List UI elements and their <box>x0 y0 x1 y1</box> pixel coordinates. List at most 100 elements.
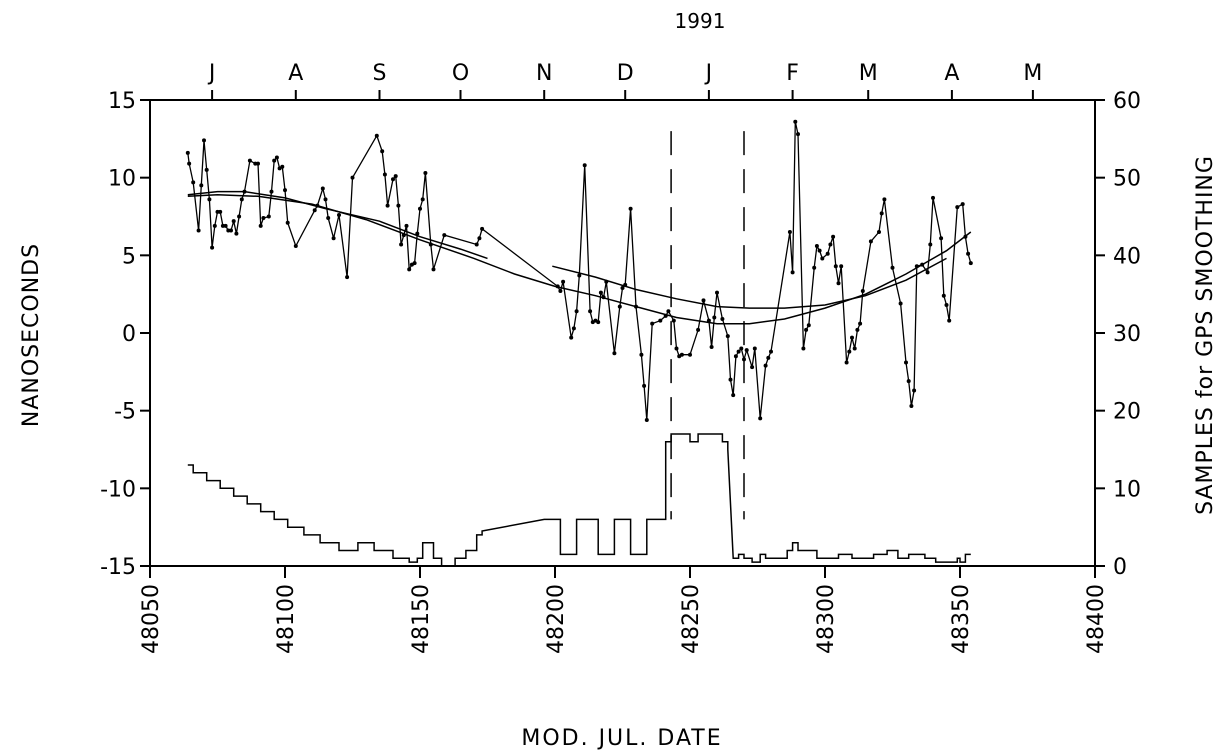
x-tick-label: 48400 <box>1084 584 1109 654</box>
data-point <box>423 171 428 176</box>
data-point <box>612 351 617 356</box>
data-point <box>804 327 809 332</box>
y-right-tick-label: 30 <box>1113 322 1141 347</box>
data-point <box>258 223 263 228</box>
data-point <box>750 365 755 370</box>
data-point <box>650 321 655 326</box>
plot-frame <box>149 99 1096 567</box>
data-point <box>960 202 965 207</box>
y-right-tick-label: 10 <box>1113 477 1141 502</box>
data-point <box>639 352 644 357</box>
data-point <box>877 230 881 235</box>
data-point <box>839 264 844 269</box>
data-point <box>766 355 771 360</box>
data-point <box>688 352 692 357</box>
data-point <box>285 220 290 225</box>
data-point <box>272 158 277 163</box>
data-point <box>769 349 773 354</box>
chart-title: 1991 <box>675 9 726 33</box>
data-point <box>912 388 917 393</box>
series-line-4 <box>187 433 971 567</box>
data-point <box>320 186 325 191</box>
data-point <box>882 197 887 202</box>
y-axis-right-label: SAMPLES for GPS SMOOTHING <box>1193 155 1218 515</box>
data-point <box>223 223 228 228</box>
y-right-tick-label: 60 <box>1113 89 1141 114</box>
x-tick-label: 48100 <box>274 584 299 654</box>
y-right-tick-label: 40 <box>1113 244 1141 269</box>
data-point <box>396 203 401 208</box>
data-point <box>696 327 701 332</box>
data-point <box>337 212 341 217</box>
data-point <box>836 281 841 286</box>
data-point <box>852 346 857 351</box>
data-point <box>904 360 908 365</box>
data-point <box>931 195 935 200</box>
data-point <box>418 206 422 211</box>
data-point <box>847 349 852 354</box>
data-point <box>256 161 260 166</box>
data-point <box>561 279 566 284</box>
data-point <box>380 149 385 154</box>
data-point <box>558 289 563 294</box>
data-point <box>326 216 331 221</box>
y-right-tick-label: 20 <box>1113 400 1141 425</box>
data-point <box>431 267 436 272</box>
plot-border <box>149 99 1096 567</box>
data-point <box>596 320 601 325</box>
data-point <box>571 326 576 331</box>
data-point <box>210 245 215 250</box>
data-point <box>742 357 746 362</box>
data-point <box>858 321 863 326</box>
y-left-tick-label: 15 <box>108 89 136 114</box>
data-point <box>812 265 817 270</box>
data-point <box>825 251 830 256</box>
data-point <box>218 209 223 214</box>
data-point <box>925 270 930 275</box>
month-tick-label: A <box>288 61 303 86</box>
data-point <box>207 197 212 202</box>
data-point <box>796 132 800 137</box>
data-point <box>385 203 390 208</box>
data-point <box>939 236 944 241</box>
data-point <box>412 261 417 266</box>
data-point <box>820 256 825 261</box>
data-point <box>474 242 479 247</box>
y-left-tick-label: 0 <box>122 322 136 347</box>
y-axis-right: 60 50 40 30 20 10 0 <box>1095 89 1141 580</box>
series-line-2 <box>187 190 488 260</box>
month-tick-label: N <box>536 61 552 86</box>
x-axis: 48050 48100 48150 48200 48250 48300 48350 48400 <box>139 566 1109 654</box>
data-point <box>598 290 603 295</box>
data-point <box>477 236 482 241</box>
x-tick-label: 48250 <box>679 584 704 654</box>
data-point <box>229 228 233 233</box>
data-point <box>658 318 663 323</box>
x-tick-label: 48350 <box>949 584 974 654</box>
data-point <box>283 188 287 193</box>
series-group <box>185 119 973 567</box>
y-left-tick-label: -5 <box>114 400 136 425</box>
data-point <box>817 248 822 253</box>
data-point <box>393 174 398 179</box>
data-point <box>187 161 192 166</box>
data-point <box>879 211 884 216</box>
data-point <box>620 285 625 290</box>
data-point <box>231 219 236 224</box>
data-point <box>185 150 190 155</box>
data-point <box>237 214 242 219</box>
data-point <box>323 197 328 202</box>
data-point <box>955 205 960 210</box>
data-point <box>674 346 679 351</box>
data-point <box>391 177 395 182</box>
y-right-tick-label: 0 <box>1113 555 1127 580</box>
y-axis-left-label: NANOSECONDS <box>19 243 44 427</box>
data-point <box>577 273 582 278</box>
y-left-tick-label: 10 <box>108 167 136 192</box>
month-tick-label: O <box>452 61 469 86</box>
data-point <box>739 346 744 351</box>
y-left-tick-label: -10 <box>100 477 136 502</box>
data-point <box>345 275 350 280</box>
data-point <box>844 360 849 365</box>
